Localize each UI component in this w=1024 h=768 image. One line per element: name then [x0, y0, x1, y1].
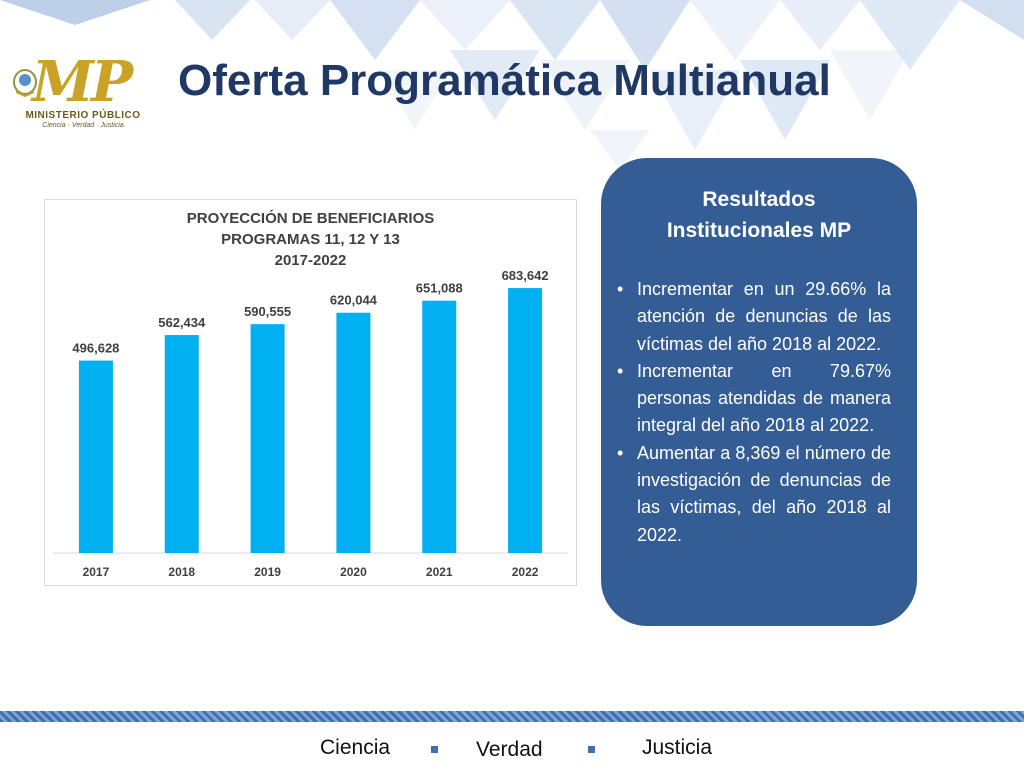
results-title-line-1: Resultados: [702, 188, 816, 211]
ministerio-publico-logo: MP MINISTERIO PÚBLICO Ciencia · Verdad ·…: [8, 52, 158, 132]
data-label-2020: 620,044: [330, 293, 378, 308]
footer-band: [0, 711, 1024, 722]
list-item: • Incrementar en 79.67% personas atendida…: [615, 358, 891, 440]
logo-mark: MP: [32, 49, 133, 115]
chart-plot: 496,628 2017 562,434 2018 590,555 2019 620,044…: [53, 268, 568, 579]
data-label-2018: 562,434: [158, 315, 206, 330]
results-panel: Resultados Institucionales MP • Increment…: [601, 158, 917, 626]
result-text: Incrementar en un 29.66% la atención de …: [637, 279, 891, 354]
logo-tagline: Ciencia · Verdad · Justicia: [42, 122, 124, 129]
coat-of-arms-icon: [13, 69, 37, 98]
footer-word-justicia: Justicia: [642, 736, 713, 759]
list-item: • Incrementar en un 29.66% la atención de…: [615, 276, 891, 358]
bullet-icon: •: [617, 360, 624, 381]
list-item: • Aumentar a 8,369 el número de investiga…: [615, 440, 891, 549]
result-text: Aumentar a 8,369 el número de investigac…: [637, 442, 891, 545]
x-tick-label-2021: 2021: [426, 565, 453, 579]
square-bullet-icon: [431, 746, 438, 753]
bar-2021: [422, 300, 457, 553]
bar-2020: [336, 312, 371, 553]
results-list: • Incrementar en un 29.66% la atención de…: [615, 276, 891, 549]
bar-2022: [508, 288, 543, 553]
background-pattern: [0, 0, 1024, 170]
x-tick-label-2020: 2020: [340, 565, 367, 579]
bar-2018: [164, 335, 199, 553]
chart-title-line-3: 2017-2022: [274, 252, 347, 269]
bullet-icon: •: [617, 279, 624, 299]
bar-2017: [78, 360, 113, 553]
page-title: Oferta Programática Multianual: [178, 56, 831, 105]
x-tick-label-2017: 2017: [83, 565, 110, 579]
chart-title: PROYECCIÓN DE BENEFICIARIOS PROGRAMAS 11…: [45, 208, 576, 271]
result-text: Incrementar en 79.67% personas atendidas…: [637, 360, 891, 436]
x-tick-label-2019: 2019: [254, 565, 281, 579]
footer-motto: Ciencia Verdad Justicia: [0, 736, 1024, 764]
chart-title-line-1: PROYECCIÓN DE BENEFICIARIOS: [186, 210, 435, 227]
footer-word-verdad: Verdad: [476, 738, 543, 761]
footer-word-ciencia: Ciencia: [320, 736, 391, 759]
x-tick-label-2018: 2018: [168, 565, 195, 579]
data-label-2022: 683,642: [502, 268, 549, 283]
chart-title-line-2: PROGRAMAS 11, 12 Y 13: [221, 231, 400, 248]
results-title-line-2: Institucionales MP: [666, 219, 852, 242]
data-label-2021: 651,088: [416, 281, 463, 296]
bar-2019: [250, 324, 285, 553]
results-title: Resultados Institucionales MP: [601, 184, 917, 246]
data-label-2019: 590,555: [244, 304, 291, 319]
beneficiaries-chart: PROYECCIÓN DE BENEFICIARIOS PROGRAMAS 11…: [44, 199, 577, 586]
square-bullet-icon: [588, 746, 595, 753]
data-label-2017: 496,628: [72, 341, 119, 356]
bullet-icon: •: [617, 442, 624, 463]
x-tick-label-2022: 2022: [512, 565, 539, 579]
logo-name: MINISTERIO PÚBLICO: [25, 110, 141, 121]
